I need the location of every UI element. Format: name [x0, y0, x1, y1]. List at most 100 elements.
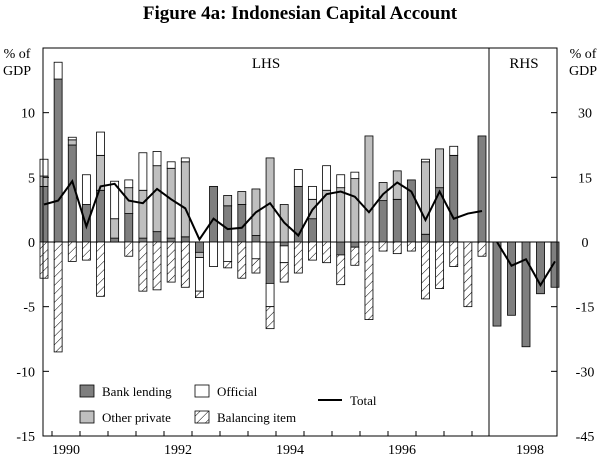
bar-official-lhs-17	[279, 245, 289, 264]
bar-balancing-lhs-23	[364, 241, 374, 320]
ytick-label-right: 15	[578, 171, 592, 186]
bar-official-lhs-22	[350, 171, 360, 180]
bar-balancing-lhs-10	[180, 241, 190, 288]
bar-balancing-lhs-26	[406, 241, 416, 252]
bar-other-lhs-22	[350, 178, 360, 243]
bar-official-lhs-5	[110, 180, 120, 220]
bar-bank-lhs-31	[477, 135, 487, 243]
bar-balancing-lhs-7	[138, 241, 148, 292]
bar-bank-lhs-8	[152, 231, 162, 243]
bar-other-lhs-5	[110, 218, 120, 239]
legend-label-balancing: Balancing item	[217, 410, 296, 425]
total-line-lhs	[43, 179, 483, 242]
bar-bank-lhs-0	[39, 185, 49, 243]
xtick-label-1994: 1994	[276, 443, 304, 455]
bar-bank-lhs-13	[223, 205, 233, 243]
bar-bank-lhs-24	[378, 200, 388, 243]
bar-bank-lhs-17	[279, 241, 289, 247]
chart-title: Figure 4a: Indonesian Capital Account	[142, 3, 458, 24]
ytick-label-right: -30	[576, 365, 595, 380]
bar-official-lhs-16	[265, 282, 275, 308]
bar-bank-lhs-25	[392, 198, 402, 243]
bar-balancing-lhs-6	[124, 241, 134, 257]
panel-label-lhs: LHS	[252, 56, 280, 72]
bar-bank-rhs-2	[521, 241, 531, 348]
bar-official-lhs-21	[336, 174, 346, 189]
bar-balancing-lhs-19	[308, 241, 317, 261]
bar-bank-lhs-6	[124, 213, 134, 243]
bar-other-lhs-10	[180, 161, 190, 238]
bar-balancing-lhs-17	[279, 262, 289, 283]
bar-bank-lhs-16	[265, 241, 275, 284]
legend-label-official: Official	[217, 384, 258, 399]
ytick-label-right: -45	[576, 430, 595, 445]
xtick-label-1992: 1992	[164, 443, 192, 455]
bar-bank-lhs-4	[96, 189, 105, 243]
ytick-label-right: 30	[578, 107, 592, 122]
bar-official-lhs-2	[67, 136, 77, 141]
ytick-label-left: -5	[23, 301, 35, 316]
bar-other-lhs-7	[138, 189, 148, 239]
ylabel-right-line1: % of	[570, 47, 597, 62]
legend-swatch-balancing	[194, 410, 210, 424]
bar-official-lhs-15	[251, 241, 261, 260]
bar-official-lhs-20	[322, 165, 331, 191]
bar-official-lhs-1	[53, 61, 63, 80]
bar-balancing-lhs-3	[81, 241, 91, 261]
bar-balancing-lhs-31	[477, 241, 487, 257]
ytick-label-right: -15	[576, 301, 595, 316]
bar-balancing-lhs-2	[67, 241, 77, 262]
bar-balancing-lhs-8	[152, 241, 162, 291]
bar-other-lhs-27	[421, 161, 430, 235]
bar-official-lhs-7	[138, 152, 148, 191]
ytick-label-left: -10	[16, 365, 35, 380]
bar-other-lhs-21	[336, 187, 346, 243]
bar-other-lhs-23	[364, 135, 374, 243]
bar-other-lhs-2	[67, 139, 77, 146]
bar-bank-lhs-22	[350, 241, 360, 248]
bar-balancing-lhs-14	[237, 241, 247, 279]
ytick-label-left: -15	[16, 430, 35, 445]
legend-swatch-official	[194, 384, 210, 398]
bar-bank-lhs-27	[421, 233, 430, 243]
bar-bank-rhs-0	[492, 241, 502, 327]
bar-balancing-lhs-16	[265, 306, 275, 330]
bar-balancing-lhs-25	[392, 241, 402, 255]
ylabel-left-line1: % of	[4, 47, 31, 62]
bar-bank-lhs-1	[53, 78, 63, 243]
bar-official-lhs-3	[81, 174, 91, 205]
bar-official-lhs-18	[293, 169, 303, 187]
bar-balancing-lhs-11	[195, 290, 204, 299]
xtick-label-1990: 1990	[52, 443, 80, 455]
bar-bank-lhs-9	[166, 237, 176, 243]
bar-balancing-lhs-30	[463, 241, 473, 308]
bar-official-lhs-29	[449, 145, 459, 156]
bar-official-lhs-11	[195, 257, 204, 292]
xtick-label-1996: 1996	[388, 443, 416, 455]
ytick-label-left: 0	[28, 236, 35, 251]
ytick-label-left: 10	[21, 107, 35, 122]
bar-bank-lhs-10	[180, 236, 190, 243]
bar-balancing-lhs-9	[166, 241, 176, 283]
bar-balancing-lhs-20	[322, 241, 331, 264]
bar-balancing-lhs-1	[53, 241, 63, 353]
ytick-label-right: 0	[582, 236, 589, 251]
bar-official-lhs-0	[39, 158, 49, 177]
bar-balancing-lhs-13	[223, 260, 233, 269]
bar-balancing-lhs-15	[251, 258, 261, 274]
bar-bank-lhs-21	[336, 241, 346, 256]
bar-bank-lhs-29	[449, 154, 459, 243]
bar-other-lhs-28	[435, 148, 445, 189]
bar-other-lhs-8	[152, 165, 162, 233]
bar-official-lhs-27	[421, 158, 430, 163]
bar-balancing-lhs-29	[449, 241, 459, 267]
panel-label-rhs: RHS	[509, 56, 538, 72]
bar-other-lhs-16	[265, 157, 275, 243]
total-line-rhs	[496, 241, 556, 288]
bar-balancing-lhs-0	[39, 241, 49, 279]
ylabel-left-line2: GDP	[3, 64, 31, 79]
bar-other-lhs-11	[195, 251, 204, 258]
bar-bank-lhs-15	[251, 235, 261, 243]
legend-swatch-bank	[79, 384, 95, 398]
